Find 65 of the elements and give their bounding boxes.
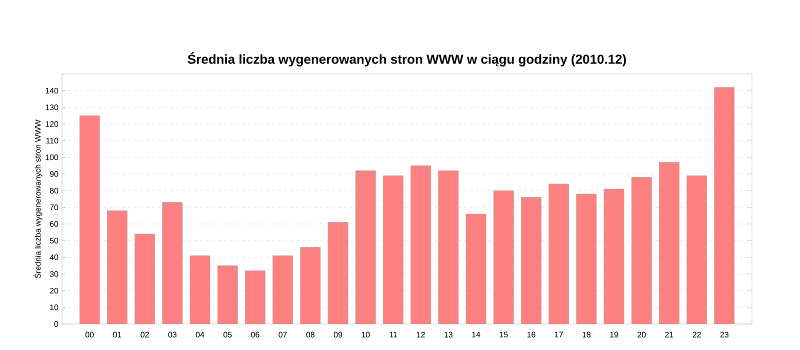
bar: [466, 214, 486, 324]
bar: [438, 170, 458, 324]
x-tick-label: 07: [278, 332, 287, 338]
bar: [245, 270, 266, 324]
y-axis-title: Średnia liczba wygenerowanych stron WWW: [33, 119, 42, 278]
bar: [300, 247, 320, 324]
bar: [714, 87, 735, 324]
x-tick-label: 13: [444, 332, 452, 338]
x-tick-label: 16: [527, 332, 536, 338]
x-tick-label: 00: [85, 332, 94, 338]
bar: [383, 176, 404, 324]
chart-title: Średnia liczba wygenerowanych stron WWW w ciągu godziny (2010.12): [188, 52, 626, 66]
bar: [190, 256, 210, 324]
x-tick-label: 15: [500, 332, 508, 338]
bar: [80, 116, 100, 324]
y-tick-label: 120: [46, 121, 58, 127]
bar: [162, 202, 182, 324]
bar: [576, 194, 596, 324]
bar: [218, 266, 238, 324]
x-tick-label: 11: [390, 332, 397, 338]
bar: [107, 210, 128, 324]
bar: [328, 222, 348, 324]
y-tick-label: 130: [46, 104, 58, 110]
y-tick-label: 10: [50, 304, 58, 310]
x-tick-label: 20: [638, 332, 646, 338]
y-tick-label: 110: [46, 138, 58, 144]
x-tick-label: 01: [113, 332, 122, 338]
x-tick-label: 19: [610, 332, 618, 338]
bar: [521, 197, 542, 324]
bar: [494, 190, 514, 324]
bar: [272, 256, 293, 324]
y-tick-label: 30: [50, 271, 58, 277]
y-tick-label: 70: [50, 204, 58, 210]
x-tick-label: 08: [306, 332, 314, 338]
x-tick-label: 06: [251, 332, 260, 338]
x-tick-label: 21: [665, 332, 674, 338]
x-tick-label: 03: [168, 332, 177, 338]
bar: [134, 234, 155, 324]
bar: [686, 176, 707, 324]
x-tick-label: 17: [554, 332, 563, 338]
bar: [410, 166, 431, 324]
x-tick-label: 22: [692, 332, 701, 338]
x-tick-label: 18: [582, 332, 590, 338]
y-tick-label: 80: [50, 188, 58, 194]
y-tick-label: 90: [50, 171, 58, 177]
bar: [659, 162, 680, 324]
bar: [548, 184, 569, 324]
x-tick-label: 02: [140, 332, 149, 338]
x-tick-label: 12: [416, 332, 425, 338]
x-tick-label: 05: [223, 332, 232, 338]
y-tick-label: 0: [54, 321, 58, 327]
bar: [356, 170, 376, 324]
x-tick-label: 14: [472, 332, 480, 338]
y-tick-label: 20: [50, 288, 58, 294]
x-tick-label: 10: [362, 332, 370, 338]
bar: [604, 188, 624, 324]
y-tick-label: 60: [50, 221, 58, 227]
x-tick-label: 23: [720, 332, 728, 338]
y-tick-label: 100: [46, 154, 58, 160]
x-tick-label: 09: [334, 332, 342, 338]
y-tick-label: 40: [50, 254, 58, 260]
y-tick-label: 50: [50, 238, 58, 244]
y-tick-label: 140: [46, 88, 58, 94]
bar: [632, 177, 652, 324]
x-tick-label: 04: [196, 332, 204, 338]
